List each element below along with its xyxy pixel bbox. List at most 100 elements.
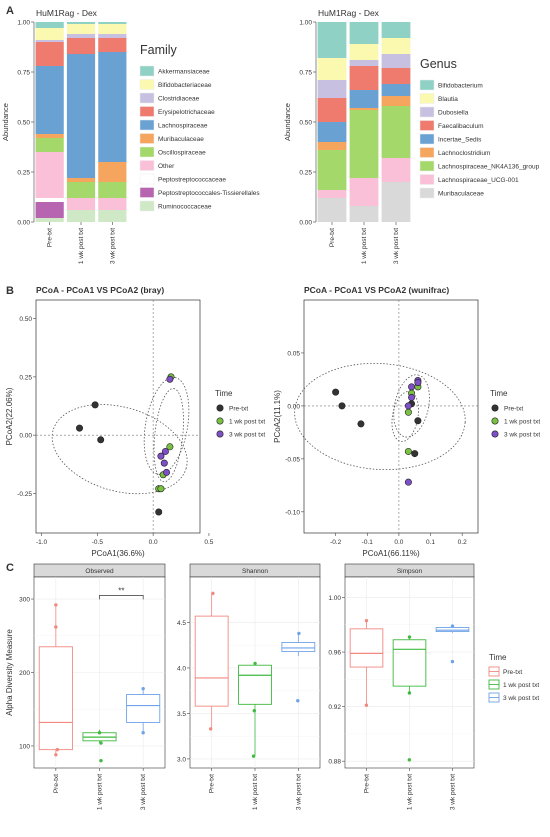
genus-chart-bar-segment bbox=[381, 158, 411, 182]
boxplot-observed-xtick-label: Pre-txt bbox=[53, 774, 60, 793]
family-chart-ytick-label: 1.00 bbox=[17, 20, 30, 27]
family-chart-bar-segment bbox=[98, 198, 127, 210]
boxplot-shannon-ytick-label: 3.5 bbox=[177, 711, 186, 718]
boxplot-observed-ytick-label: 300 bbox=[19, 597, 30, 604]
genus-chart-xtick-label: 1 wk post txt bbox=[361, 228, 368, 264]
wunifrac-pcoa-xlabel: PCoA1(66.11%) bbox=[362, 549, 420, 558]
family-chart-ytick-label: 0.50 bbox=[17, 120, 30, 127]
bray-pcoa-legend-label: Pre-txt bbox=[229, 406, 248, 413]
family-chart-legend-key bbox=[139, 65, 155, 77]
bray-pcoa-point bbox=[97, 436, 105, 444]
family-chart-bar-segment bbox=[98, 52, 127, 162]
family-chart-legend-label: Other bbox=[158, 163, 175, 170]
bray-pcoa-frame bbox=[35, 299, 201, 534]
boxplot-simpson-point bbox=[407, 635, 412, 639]
family-chart-ytick-label: 0.00 bbox=[17, 220, 30, 227]
boxplot-shannon-point bbox=[296, 698, 300, 703]
wunifrac-pcoa-legend-title: Time bbox=[490, 389, 508, 398]
genus-chart-legend-key bbox=[419, 93, 435, 104]
genus-chart-bar-segment bbox=[349, 60, 379, 66]
family-chart-legend-label: Akkermansiaceae bbox=[158, 69, 210, 76]
wunifrac-pcoa-ellipse bbox=[294, 362, 466, 471]
boxplot-simpson-ytick-label: 0.92 bbox=[328, 704, 341, 711]
genus-chart-ytick-label: 1.00 bbox=[299, 20, 312, 27]
wunifrac-pcoa-point bbox=[404, 408, 412, 416]
wunifrac-pcoa-legend-key bbox=[491, 430, 499, 438]
bray-pcoa-ellipse bbox=[153, 388, 184, 483]
genus-chart-bar-segment bbox=[349, 206, 379, 222]
boxplot-legend-title: Time bbox=[489, 653, 507, 662]
bray-pcoa-point bbox=[91, 401, 99, 409]
boxplot-shannon-box bbox=[281, 642, 316, 653]
panel-label-c: C bbox=[6, 562, 14, 574]
boxplot-simpson-point bbox=[364, 703, 369, 707]
wunifrac-pcoa-point bbox=[414, 417, 422, 425]
genus-chart-bar-segment bbox=[381, 96, 411, 106]
family-chart-bar-segment bbox=[35, 152, 64, 198]
genus-chart-legend-label: Blautia bbox=[438, 96, 458, 103]
genus-chart-legend-key bbox=[419, 106, 435, 118]
boxplot-simpson-xtick-label: 1 wk post txt bbox=[407, 774, 414, 810]
boxplot-ylabel: Alpha Diversity Measure bbox=[5, 629, 14, 716]
family-chart-bar-segment bbox=[35, 40, 64, 42]
family-chart-legend-label: Muribaculaceae bbox=[158, 136, 204, 143]
family-chart-legend-title: Family bbox=[140, 43, 178, 57]
genus-chart-legend-label: Dubosiella bbox=[438, 110, 469, 117]
genus-chart-bar-segment bbox=[317, 198, 347, 222]
wunifrac-pcoa-point bbox=[338, 402, 346, 410]
bray-pcoa-ytick-label: 0.00 bbox=[19, 433, 32, 440]
family-chart-legend-label: Ruminococcaceae bbox=[158, 204, 212, 211]
family-chart-bar-segment bbox=[35, 198, 64, 202]
wunifrac-pcoa-legend-label: Pre-txt bbox=[504, 406, 523, 413]
bray-pcoa-ellipse bbox=[143, 376, 190, 475]
boxplot-legend-label: 3 wk post txt bbox=[503, 695, 539, 702]
family-chart-bar-segment bbox=[66, 178, 96, 182]
family-chart-ytick-label: 0.25 bbox=[17, 170, 30, 177]
panel-label-b: B bbox=[6, 285, 14, 297]
genus-chart-legend-label: Muribaculaceae bbox=[438, 191, 484, 198]
wunifrac-pcoa-ytick-label: -0.10 bbox=[285, 509, 300, 516]
genus-chart-bar-segment bbox=[317, 150, 347, 190]
bray-pcoa-point bbox=[163, 468, 171, 476]
bray-pcoa-ytick-label: 0.25 bbox=[19, 374, 32, 381]
wunifrac-pcoa-point bbox=[414, 379, 422, 387]
bray-pcoa-point bbox=[155, 508, 163, 516]
family-chart-legend-label: Peptostreptococcales-Tissierellales bbox=[158, 190, 260, 197]
genus-chart-legend-label: Lachnospiraceae_UCG-001 bbox=[438, 177, 519, 184]
genus-chart-bar-segment bbox=[381, 68, 411, 84]
family-chart-legend-key bbox=[139, 106, 155, 117]
boxplot-shannon-strip-label: Shannon bbox=[242, 568, 268, 575]
boxplot-observed-box bbox=[38, 646, 73, 751]
boxplot-shannon-point bbox=[253, 661, 257, 666]
family-chart-legend-key bbox=[139, 119, 155, 131]
boxplot-observed-box bbox=[126, 694, 161, 723]
wunifrac-pcoa-xtick-label: -0.1 bbox=[362, 539, 374, 546]
genus-chart-legend-key bbox=[419, 160, 435, 172]
wunifrac-pcoa-xtick-label: 0.0 bbox=[394, 539, 403, 546]
family-chart-legend-label: Bifidobacteriaceae bbox=[158, 82, 212, 89]
genus-chart-ytick-label: 0.75 bbox=[299, 70, 312, 77]
boxplot-simpson-box bbox=[392, 639, 427, 687]
genus-chart-bar-segment bbox=[381, 22, 411, 38]
genus-chart-bar-segment bbox=[349, 66, 379, 90]
genus-chart-bar-segment bbox=[349, 178, 379, 206]
family-chart-legend-key bbox=[139, 92, 155, 104]
wunifrac-pcoa-ellipse bbox=[393, 374, 430, 438]
boxplot-legend-label: 1 wk post txt bbox=[503, 682, 539, 689]
boxplot-observed-point bbox=[99, 758, 103, 763]
boxplot-observed-significance-bracket bbox=[99, 595, 144, 600]
wunifrac-pcoa-ytick-label: -0.05 bbox=[285, 456, 300, 463]
boxplot-observed-point bbox=[97, 731, 102, 735]
boxplot-simpson-point bbox=[407, 758, 412, 762]
family-chart-bar-segment bbox=[66, 38, 96, 54]
family-chart-bar-segment bbox=[35, 138, 64, 152]
wunifrac-pcoa-ytick-label: 0.05 bbox=[287, 350, 300, 357]
family-chart-bar-segment bbox=[35, 134, 64, 138]
family-chart-xtick-label: Pre-txt bbox=[47, 228, 54, 247]
wunifrac-pcoa-ylabel: PCoA2(11.1%) bbox=[273, 390, 282, 443]
genus-chart-bar-segment bbox=[317, 80, 347, 98]
family-chart-bar-segment bbox=[66, 182, 96, 198]
wunifrac-pcoa-legend-key bbox=[491, 417, 499, 425]
wunifrac-pcoa-xtick-label: -0.2 bbox=[330, 539, 342, 546]
